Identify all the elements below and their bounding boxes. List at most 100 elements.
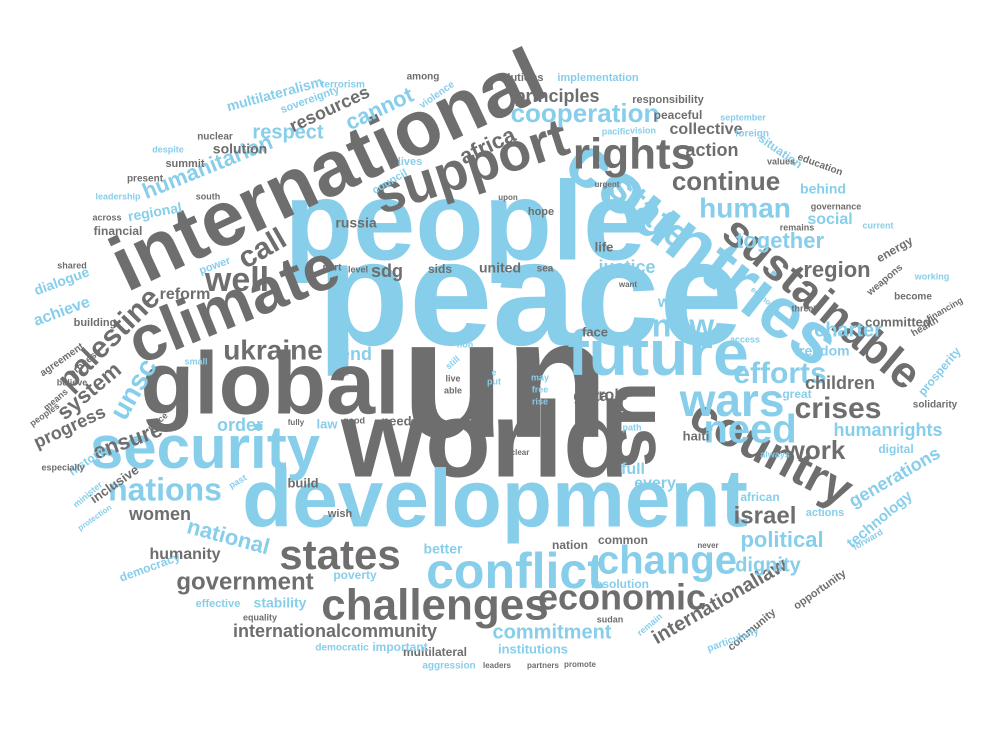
word-clear: clear: [511, 448, 530, 457]
word-people: people: [285, 159, 646, 284]
word-security: security: [90, 414, 321, 481]
word-digital: digital: [878, 442, 913, 456]
word-poverty: poverty: [333, 568, 377, 582]
word-nation: nation: [552, 538, 588, 552]
word-new: new: [652, 307, 714, 343]
word-small: small: [184, 356, 207, 366]
word-especially: especially: [41, 462, 84, 472]
word-russia: russia: [335, 215, 376, 231]
word-sea: sea: [537, 264, 554, 275]
word-continue: continue: [672, 166, 780, 196]
word-committed: committed: [865, 314, 931, 329]
word-respect: respect: [252, 121, 323, 143]
word-education: education: [796, 152, 844, 178]
word-well: well: [204, 261, 269, 299]
word-access: access: [730, 334, 760, 344]
word-commitment: commitment: [493, 621, 612, 643]
word-put: put: [487, 376, 501, 386]
word-e: e: [491, 367, 496, 377]
word-rights: rights: [573, 130, 695, 179]
word-aggression: aggression: [422, 661, 475, 672]
word-future: future: [567, 317, 748, 389]
word-order: order: [217, 415, 263, 435]
word-development: development: [242, 454, 748, 545]
word-present: present: [127, 174, 164, 185]
word-equality: equality: [243, 612, 277, 622]
word-humanity: humanity: [149, 546, 220, 563]
word-nations: nations: [108, 471, 222, 507]
word-sids: sids: [428, 262, 452, 276]
word-lives: lives: [398, 156, 422, 168]
word-ukraine: ukraine: [223, 334, 323, 365]
word-foreign: foreign: [735, 129, 769, 140]
word-better: better: [424, 541, 463, 557]
word-upon: upon: [498, 193, 518, 202]
word-us: us: [599, 382, 682, 468]
word-stability: stability: [254, 595, 307, 611]
word-threat: threat: [791, 303, 816, 313]
word-prosperity: prosperity: [915, 344, 964, 398]
word-values: values: [767, 156, 795, 166]
word-energy: energy: [874, 233, 915, 265]
word-build: build: [287, 475, 318, 490]
word-leaders: leaders: [483, 661, 512, 670]
word-want: want: [618, 280, 638, 289]
word-full: full: [621, 461, 645, 478]
word-solutions: solutions: [495, 72, 544, 84]
word-united: united: [479, 260, 521, 276]
word-change: change: [597, 539, 737, 583]
word-institutions: institutions: [498, 641, 568, 656]
word-resolution: resolution: [591, 577, 649, 591]
word-remains: remains: [780, 222, 815, 232]
word-key: key: [581, 411, 595, 420]
word-law: law: [317, 416, 339, 431]
word-conflict: conflict: [426, 543, 604, 599]
word-shared: shared: [57, 260, 87, 270]
word-freedom: freedom: [794, 343, 849, 359]
word-human: human: [699, 192, 791, 223]
word-nuclear: nuclear: [197, 132, 233, 143]
word-world: world: [340, 379, 629, 500]
word-principles: principles: [514, 86, 599, 106]
word-women: women: [128, 504, 191, 524]
word-haiti: haiti: [683, 428, 710, 443]
word-vision: vision: [630, 125, 656, 135]
word-live: live: [445, 373, 460, 383]
word-wars: wars: [679, 374, 785, 426]
word-actions: actions: [806, 507, 845, 519]
word-african: african: [740, 490, 779, 504]
word-multilateral: multilateral: [403, 645, 467, 659]
word-way: way: [657, 294, 688, 311]
word-cooperation: cooperation: [511, 98, 660, 128]
word-urgent: urgent: [595, 180, 620, 189]
word-summit: summit: [165, 158, 204, 170]
word-work: work: [784, 435, 846, 465]
word-charter: charter: [814, 319, 882, 341]
word-crises: crises: [795, 392, 882, 425]
word-political: political: [740, 527, 823, 552]
word-current: current: [862, 220, 893, 230]
word-together: together: [736, 228, 824, 253]
word-end: end: [340, 344, 372, 364]
word-able: able: [444, 385, 462, 395]
word-global: global: [140, 333, 399, 432]
word-democratic: democratic: [315, 643, 369, 654]
word-despite: despite: [152, 144, 184, 154]
word-economic: economic: [538, 577, 706, 618]
word-challenges: challenges: [321, 581, 548, 630]
word-children: children: [805, 373, 875, 393]
word-wish: wish: [327, 508, 353, 520]
word-sdg: sdg: [371, 261, 403, 281]
word-leadership: leadership: [95, 191, 141, 201]
word-implementation: implementation: [557, 72, 639, 84]
word-internationalcommunity: internationalcommunity: [233, 621, 437, 641]
word-israel: israel: [734, 502, 797, 529]
word-protection: protection: [76, 503, 113, 533]
word-efforts: efforts: [733, 357, 826, 390]
word-role: role: [598, 387, 627, 404]
word-solidarity: solidarity: [913, 400, 958, 411]
word-september: september: [720, 112, 766, 122]
word-peace: peace: [317, 209, 742, 377]
word-promote: promote: [564, 660, 597, 669]
